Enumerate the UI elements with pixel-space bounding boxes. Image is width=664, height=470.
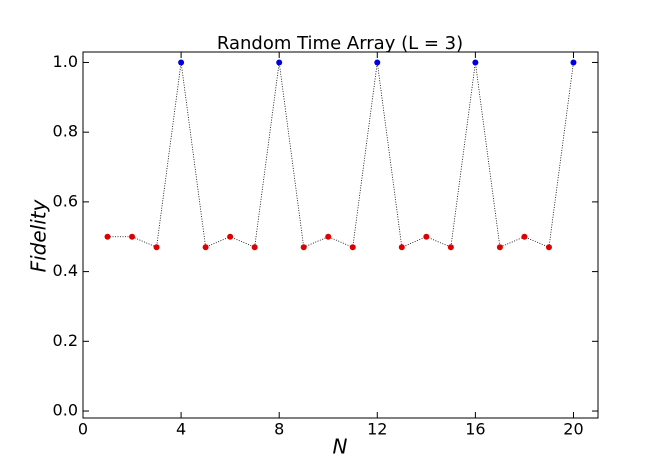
data-point — [545, 244, 552, 251]
data-point — [178, 59, 185, 66]
x-axis-label: N — [333, 435, 348, 459]
data-point — [423, 233, 430, 240]
plot-frame — [82, 51, 599, 419]
data-point — [104, 233, 111, 240]
data-point — [276, 59, 283, 66]
data-point — [521, 233, 528, 240]
x-tick-label: 12 — [367, 420, 387, 439]
x-tick-label: 20 — [563, 420, 583, 439]
x-tick-label: 4 — [176, 420, 186, 439]
data-point — [374, 59, 381, 66]
data-point — [447, 244, 454, 251]
data-point — [300, 244, 307, 251]
data-point — [472, 59, 479, 66]
series-line — [107, 62, 574, 248]
x-tick-label: 8 — [274, 420, 284, 439]
data-point — [227, 233, 234, 240]
y-tick-label: 0.6 — [53, 191, 78, 210]
y-tick-label: 0.2 — [53, 331, 78, 350]
y-tick-label: 0.0 — [53, 401, 78, 420]
data-point — [398, 244, 405, 251]
chart-title: Random Time Array (L = 3) — [217, 33, 463, 54]
data-point — [251, 244, 258, 251]
data-point — [325, 233, 332, 240]
x-tick-label: 0 — [78, 420, 88, 439]
data-point — [349, 244, 356, 251]
y-tick-label: 1.0 — [53, 52, 78, 71]
x-tick-label: 16 — [465, 420, 485, 439]
data-point — [496, 244, 503, 251]
data-point — [570, 59, 577, 66]
data-point — [129, 233, 136, 240]
data-point — [153, 244, 160, 251]
y-axis-label: Fidelity — [27, 198, 51, 272]
data-point — [202, 244, 209, 251]
y-tick-label: 0.8 — [53, 122, 78, 141]
y-tick-label: 0.4 — [53, 261, 78, 280]
